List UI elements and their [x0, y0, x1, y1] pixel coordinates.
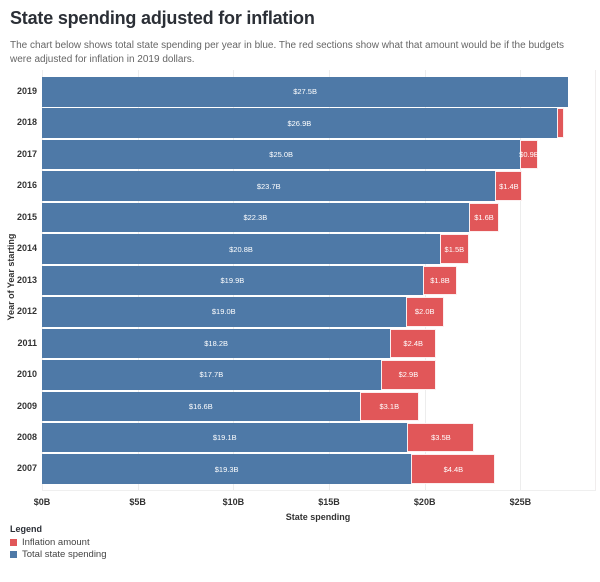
- bar-value-label: $17.7B: [199, 370, 224, 380]
- y-tick-label: 2012: [16, 306, 37, 317]
- x-tick-label: $5B: [129, 497, 146, 507]
- y-tick-label: 2013: [16, 274, 37, 285]
- y-tick-label: 2008: [16, 431, 37, 442]
- bar-value-label: $19.0B: [211, 307, 236, 317]
- y-tick-label: 2010: [16, 369, 37, 380]
- bar-row: 2015 $22.3B $1.6B: [17, 202, 595, 233]
- legend-item-label: Total state spending: [22, 549, 107, 560]
- inflation-bar[interactable]: $3.5B: [407, 422, 475, 453]
- total-spending-bar[interactable]: $27.5B: [42, 77, 569, 107]
- bar-value-label: $19.1B: [212, 433, 237, 443]
- total-spending-bar[interactable]: $23.7B: [42, 171, 496, 201]
- inflation-bar[interactable]: $1.6B: [468, 202, 500, 233]
- bar-value-label: $25.0B: [269, 150, 294, 160]
- bar-value-label: $26.9B: [287, 118, 312, 128]
- bar-row: 2014 $20.8B $1.5B: [17, 234, 595, 264]
- inflation-bar[interactable]: $2.9B: [380, 360, 437, 390]
- y-tick-label: 2007: [16, 463, 37, 474]
- inflation-bar[interactable]: $0.9B: [519, 139, 539, 170]
- bar-value-label: $1.5B: [444, 244, 465, 254]
- total-spending-bar[interactable]: $17.7B: [42, 360, 381, 390]
- total-spending-bar[interactable]: $16.6B: [42, 391, 360, 422]
- y-tick-label: 2019: [16, 86, 37, 96]
- bar-row: 2018 $26.9B: [17, 108, 595, 138]
- bar-value-label: $19.9B: [220, 275, 245, 285]
- bar-value-label: $22.3B: [243, 213, 268, 223]
- bar-row: 2007 $19.3B $4.4B: [17, 454, 595, 484]
- legend: Legend Inflation amount Total state spend…: [10, 524, 107, 561]
- bar-row: 2016 $23.7B $1.4B: [17, 171, 595, 201]
- bar-value-label: $19.3B: [214, 464, 239, 474]
- bar-value-label: $1.8B: [430, 275, 450, 285]
- x-axis-title: State spending: [285, 512, 351, 522]
- bar-value-label: $0.9B: [519, 150, 539, 160]
- legend-item[interactable]: Inflation amount: [10, 537, 107, 548]
- bar-row: 2019 $27.5B: [17, 77, 595, 107]
- bar-value-label: $3.1B: [379, 401, 400, 411]
- bar-value-label: $20.8B: [229, 244, 253, 254]
- x-tick-label: $15B: [318, 497, 340, 507]
- inflation-bar[interactable]: $1.8B: [422, 265, 458, 296]
- x-tick-label: $25B: [509, 497, 532, 507]
- bar-value-label: $16.6B: [188, 401, 213, 411]
- bar-value-label: $18.2B: [204, 338, 229, 348]
- y-tick-label: 2014: [16, 243, 37, 254]
- bar-row: 2011 $18.2B $2.4B: [17, 328, 595, 359]
- bar-row: 2010 $17.7B $2.9B: [17, 360, 595, 390]
- bar-value-label: $23.7B: [256, 181, 281, 191]
- bar-value-label: $4.4B: [443, 464, 464, 474]
- total-spending-bar[interactable]: $18.2B: [42, 328, 391, 359]
- bar-value-label: $2.4B: [403, 338, 424, 348]
- inflation-bar[interactable]: $4.4B: [411, 454, 496, 484]
- bar-value-label: $27.5B: [293, 87, 317, 97]
- inflation-bar[interactable]: $3.1B: [359, 391, 419, 422]
- inflation-bar[interactable]: $2.0B: [405, 297, 444, 327]
- bar-value-label: $2.0B: [414, 307, 435, 317]
- y-tick-label: 2009: [16, 400, 37, 411]
- chart-subtitle: The chart below shows total state spendi…: [10, 40, 565, 65]
- total-spending-bar[interactable]: $22.3B: [42, 202, 469, 233]
- y-tick-label: 2011: [17, 337, 37, 348]
- bar-row: 2017 $25.0B $0.9B: [17, 139, 595, 170]
- total-spending-bar[interactable]: $19.3B: [42, 454, 412, 484]
- legend-item-label: Inflation amount: [22, 537, 90, 548]
- bars-container: 2019 $27.5B 2018 $26.9B 2017 $25.0B $0.9B 2016 $…: [17, 77, 595, 484]
- bar-row: 2009 $16.6B $3.1B: [17, 391, 595, 422]
- total-spending-bar[interactable]: $26.9B: [42, 108, 557, 138]
- total-spending-bar[interactable]: $20.8B: [42, 234, 440, 264]
- x-tick-label: $10B: [222, 497, 245, 507]
- bar-row: 2012 $19.0B $2.0B: [17, 297, 595, 327]
- y-tick-label: 2016: [16, 180, 37, 191]
- inflation-bar[interactable]: [556, 108, 565, 138]
- gridline: [520, 70, 522, 490]
- legend-heading: Legend: [10, 524, 43, 534]
- x-tick-label: $20B: [413, 497, 436, 507]
- total-spending-bar[interactable]: $19.1B: [42, 422, 408, 453]
- bar-value-label: $2.9B: [398, 370, 419, 380]
- y-tick-label: 2015: [16, 211, 37, 222]
- total-spending-bar[interactable]: $19.9B: [42, 265, 423, 296]
- legend-item[interactable]: Total state spending: [10, 549, 107, 560]
- bar-row: 2008 $19.1B $3.5B: [17, 422, 595, 453]
- plot-area: 2019 $27.5B 2018 $26.9B 2017 $25.0B $0.9B 2016 $…: [17, 70, 596, 491]
- inflation-bar[interactable]: $1.4B: [495, 171, 523, 201]
- x-tick-label: $0B: [33, 497, 51, 507]
- y-tick-label: 2018: [16, 117, 37, 128]
- legend-swatch-icon: [10, 539, 17, 546]
- inflation-bar[interactable]: $2.4B: [390, 328, 437, 359]
- bar-value-label: $1.4B: [499, 181, 519, 191]
- bar-value-label: $1.6B: [474, 213, 494, 223]
- inflation-bar[interactable]: $1.5B: [440, 234, 469, 264]
- legend-swatch-icon: [10, 551, 17, 558]
- legend-items: Inflation amount Total state spending: [10, 537, 107, 560]
- page-title: State spending adjusted for inflation: [10, 8, 315, 28]
- bar-row: 2013 $19.9B $1.8B: [17, 265, 595, 296]
- x-axis: $0B $5B $10B $15B $20B $25B: [34, 497, 595, 509]
- y-axis-title: Year of Year starting: [6, 233, 16, 321]
- total-spending-bar[interactable]: $19.0B: [42, 297, 406, 327]
- bar-value-label: $3.5B: [431, 433, 451, 443]
- total-spending-bar[interactable]: $25.0B: [42, 139, 521, 170]
- y-tick-label: 2017: [16, 148, 37, 159]
